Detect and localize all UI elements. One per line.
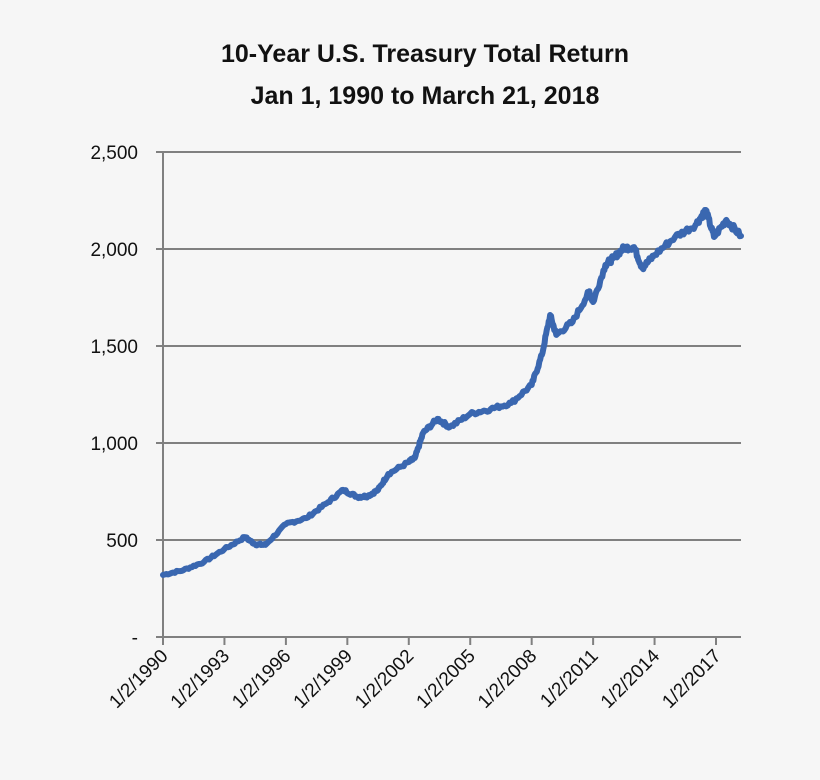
y-tick-label: 1,000 xyxy=(90,434,138,455)
y-tick-label: 2,500 xyxy=(90,143,138,164)
x-tick-label: 1/2/2017 xyxy=(658,646,725,713)
x-tick-label: 1/2/2002 xyxy=(351,646,418,713)
x-tick-label: 1/2/2008 xyxy=(474,646,541,713)
chart-title-line-2: Jan 1, 1990 to March 21, 2018 xyxy=(251,82,600,110)
y-tick-label: 1,500 xyxy=(90,337,138,358)
x-tick-label: 1/2/2014 xyxy=(597,645,664,712)
x-tick-label: 1/2/1999 xyxy=(290,646,357,713)
series-line xyxy=(160,207,744,578)
y-tick-label: 500 xyxy=(106,531,138,552)
x-tick-label: 1/2/2011 xyxy=(536,646,602,712)
x-tick-label: 1/2/1990 xyxy=(105,646,172,713)
x-tick-label: 1/2/2005 xyxy=(413,646,480,713)
x-tick-label: 1/2/1996 xyxy=(228,646,295,713)
chart-title-line-1: 10-Year U.S. Treasury Total Return xyxy=(221,40,629,68)
y-tick-label: 2,000 xyxy=(90,240,138,261)
x-tick-label: 1/2/1993 xyxy=(167,646,234,713)
y-tick-label: - xyxy=(132,628,138,649)
